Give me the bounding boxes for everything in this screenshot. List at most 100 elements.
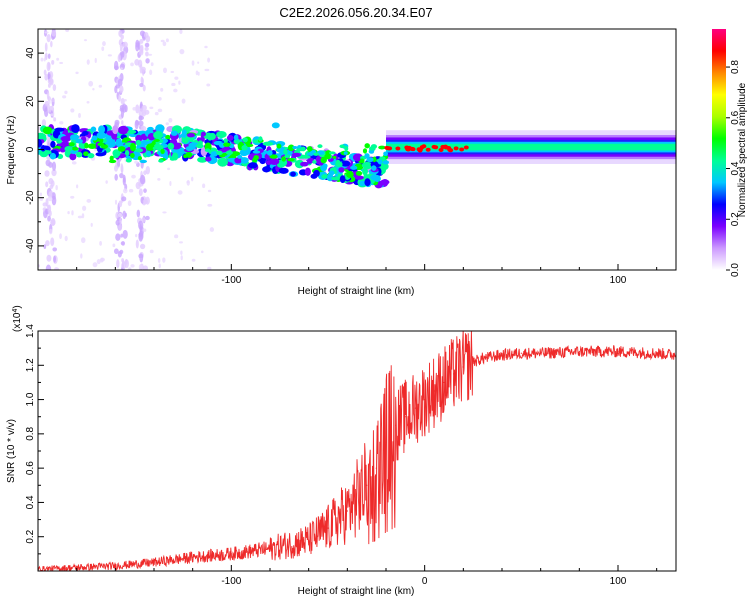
spectrogram-noise-blob: [201, 250, 204, 254]
spectrogram-peak: [417, 147, 423, 152]
colorbar-bar: [712, 29, 726, 270]
spectrogram-noise-blob: [124, 104, 128, 113]
spectrogram-noise-blob: [138, 253, 144, 259]
spectrogram-blob: [338, 167, 345, 173]
spectrogram-y-tick-label: -20: [25, 190, 36, 205]
spectrogram-blob: [366, 157, 374, 163]
spectrogram-noise-blob: [117, 213, 123, 218]
spectrogram-noise-blob: [101, 46, 105, 51]
colorbar-tick-label: 0.8: [730, 60, 741, 74]
spectrogram-blob: [49, 152, 57, 160]
spectrogram-noise-blob: [135, 104, 140, 114]
colorbar-tick-label: 0.2: [730, 212, 741, 226]
spectrogram-noise-blob: [114, 60, 119, 71]
spectrogram-noise-blob: [145, 215, 150, 221]
spectrogram-noise-blob: [117, 94, 121, 102]
spectrogram-noise-blob: [143, 170, 147, 176]
spectrogram-noise-blob: [46, 254, 52, 262]
spectrogram-noise-blob: [120, 163, 124, 173]
spectrogram-noise-blob: [138, 264, 143, 270]
spectrogram-blob: [379, 156, 386, 160]
spectrogram-noise-blob: [88, 80, 94, 87]
spectrogram-noise-blob: [44, 31, 49, 34]
spectrogram-noise-blob: [169, 181, 172, 187]
spectrogram-noise-blob: [149, 249, 154, 254]
spectrogram-blob: [252, 150, 261, 154]
spectrogram-panel: -100 100 -40 -20 0 20 40 Height of straight l…: [6, 28, 677, 297]
spectrogram-blob: [186, 132, 195, 138]
snr-data-point: [308, 539, 310, 541]
spectrogram-blob: [339, 175, 346, 183]
spectrogram-noise-blob: [135, 42, 140, 52]
spectrogram-noise-blob: [117, 54, 121, 63]
snr-data-point: [462, 366, 464, 368]
spectrogram-noise-blob: [50, 218, 56, 226]
spectrogram-noise-blob: [40, 57, 44, 62]
spectrogram-noise-blob: [51, 169, 57, 177]
spectrogram-blob: [216, 150, 223, 156]
spectrogram-blob: [205, 156, 212, 162]
spectrogram-blob: [359, 158, 365, 164]
spectrogram-noise-blob: [96, 258, 101, 265]
spectrogram-noise-blob: [154, 111, 159, 116]
spectrogram-blob: [269, 154, 278, 159]
spectrogram-blob: [90, 126, 97, 132]
spectrogram-blob: [370, 144, 378, 149]
spectrogram-blob: [310, 173, 318, 179]
spectrogram-blob: [82, 130, 89, 136]
snr-x-tick-label: 0: [422, 576, 428, 587]
snr-y-label: SNR (10 * v/v): [6, 419, 17, 483]
spectrogram-noise-blob: [131, 174, 136, 179]
spectrogram-blob: [109, 155, 114, 161]
spectrogram-noise-blob: [99, 240, 102, 246]
spectrogram-blob: [185, 145, 194, 152]
spectrogram-noise-blob: [54, 266, 59, 270]
spectrogram-blob: [124, 150, 130, 156]
snr-data-point: [366, 484, 368, 486]
spectrogram-blob: [137, 155, 142, 161]
spectrogram-noise-blob: [114, 173, 118, 181]
figure-title: C2E2.2026.056.20.34.E07: [279, 5, 432, 20]
spectrogram-noise-blob: [107, 54, 112, 57]
spectrogram-blob: [331, 176, 341, 181]
spectrogram-peak: [404, 145, 410, 150]
spectrogram-blob: [71, 124, 80, 134]
spectrogram-blob: [313, 152, 319, 156]
spectrogram-noise-blob: [162, 41, 167, 47]
spectrogram-blob: [284, 154, 291, 159]
spectrogram-noise-blob: [123, 188, 128, 194]
spectrogram-noise-blob: [64, 235, 68, 242]
spectrogram-noise-blob: [139, 82, 144, 88]
spectrogram-noise-blob: [191, 60, 195, 66]
spectrogram-y-tick-label: -40: [25, 238, 36, 253]
spectrogram-noise-blob: [48, 228, 53, 235]
snr-data-point: [424, 398, 426, 401]
spectrogram-peak: [421, 144, 427, 149]
spectrogram-noise-blob: [44, 42, 48, 52]
spectrogram-noise-blob: [42, 202, 48, 207]
snr-plot-area: [38, 331, 676, 571]
spectrogram-noise-blob: [142, 228, 147, 232]
spectrogram-blob: [363, 161, 372, 166]
spectrogram-x-tick-label: 100: [610, 275, 627, 286]
spectrogram-noise-blob: [102, 41, 106, 47]
spectrogram-x-ticks: -100 100: [37, 264, 658, 286]
spectrogram-noise-blob: [70, 195, 75, 199]
spectrogram-band-layer: [386, 143, 676, 151]
spectrogram-noise-blob: [143, 188, 147, 193]
spectrogram-noise-blob: [45, 240, 50, 247]
spectrogram-noise-blob: [48, 99, 51, 105]
spectrogram-blob: [328, 151, 336, 155]
spectrogram-noise-blob: [149, 106, 154, 110]
spectrogram-noise-blob: [122, 174, 126, 183]
spectrogram-blob: [292, 145, 298, 150]
spectrogram-noise-blob: [160, 87, 164, 92]
spectrogram-noise-blob: [139, 30, 145, 37]
spectrogram-blob: [83, 151, 89, 157]
spectrogram-blob: [59, 147, 66, 153]
snr-y-tick-label: 0.6: [25, 461, 36, 475]
spectrogram-blob: [76, 151, 83, 158]
snr-y-tick-label: 1.4: [25, 324, 36, 338]
spectrogram-noise-blob: [43, 244, 47, 250]
spectrogram-peak: [395, 146, 401, 151]
